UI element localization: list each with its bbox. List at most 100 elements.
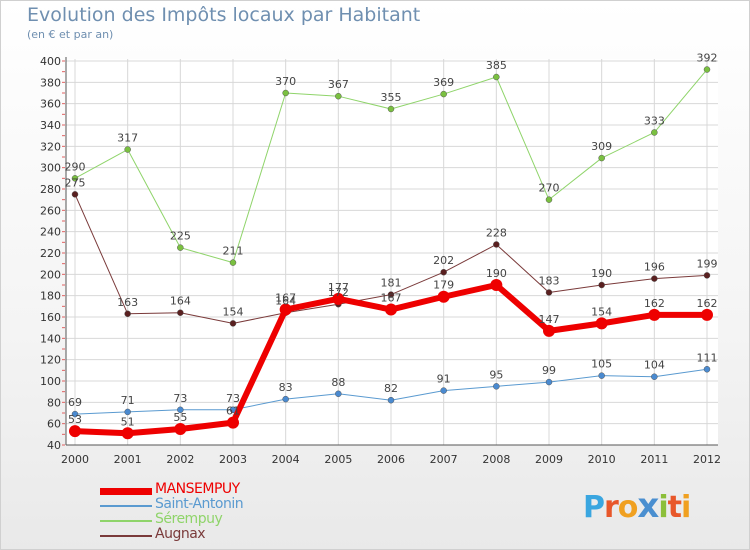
data-label-augnax: 164: [275, 295, 296, 308]
data-label-augnax: 202: [433, 254, 454, 267]
data-label-s-rempuy: 355: [381, 91, 402, 104]
y-tick-label: 220: [40, 247, 61, 260]
data-label-saint-antonin: 83: [279, 381, 293, 394]
data-point-s-rempuy: [703, 66, 711, 73]
data-point-saint-antonin: [177, 406, 184, 414]
x-tick-label: 2002: [166, 453, 194, 466]
data-label-augnax: 228: [486, 226, 507, 239]
data-label-mansempuy: 179: [433, 279, 454, 292]
y-tick-label: 340: [40, 119, 61, 132]
data-point-s-rempuy: [440, 90, 447, 98]
data-point-augnax: [598, 281, 605, 289]
data-label-saint-antonin: 111: [697, 351, 718, 364]
data-point-mansempuy: [543, 324, 555, 337]
data-point-saint-antonin: [124, 408, 131, 416]
data-label-augnax: 154: [223, 305, 244, 318]
data-label-saint-antonin: 99: [542, 364, 556, 377]
data-label-augnax: 164: [170, 295, 191, 308]
x-tick-label: 2009: [535, 453, 563, 466]
axes: 40 60 80 100 120 140 160 180 200 220 240 260 280 300 3…: [40, 55, 721, 466]
data-point-augnax: [440, 268, 447, 276]
legend-label: MANSEMPUY: [155, 481, 240, 497]
y-tick-label: 60: [47, 418, 61, 431]
data-label-mansempuy: 190: [486, 267, 507, 280]
legend-label: Augnax: [155, 526, 206, 542]
x-tick-label: 2011: [640, 453, 668, 466]
data-point-mansempuy: [385, 303, 397, 316]
data-point-mansempuy: [227, 416, 239, 429]
logo-letter: o: [617, 490, 639, 525]
y-tick-label: 80: [47, 396, 61, 409]
data-point-saint-antonin: [545, 378, 553, 386]
y-tick-label: 160: [40, 311, 61, 324]
proxiti-logo: Proxiti: [583, 486, 691, 526]
data-label-s-rempuy: 367: [328, 78, 349, 91]
data-label-mansempuy: 162: [644, 297, 665, 310]
y-tick-label: 140: [40, 332, 61, 345]
data-point-mansempuy: [595, 317, 608, 330]
y-tick-label: 360: [40, 98, 61, 111]
data-point-augnax: [124, 310, 131, 318]
data-point-mansempuy: [121, 427, 134, 440]
data-point-mansempuy: [174, 423, 187, 435]
data-point-mansempuy: [279, 303, 292, 316]
data-label-saint-antonin: 73: [226, 392, 240, 405]
data-label-s-rempuy: 270: [539, 182, 560, 195]
y-tick-label: 300: [40, 162, 61, 175]
data-point-s-rempuy: [335, 92, 342, 100]
data-label-mansempuy: 162: [697, 297, 718, 310]
y-tick-label: 40: [47, 439, 61, 452]
data-labels: 290 317 225 211 370 367 355 369 385 270 309 333 392 2…: [65, 52, 718, 429]
x-tick-label: 2012: [693, 453, 721, 466]
data-label-augnax: 172: [328, 286, 349, 299]
y-tick-label: 240: [40, 226, 61, 239]
y-tick-label: 400: [40, 55, 61, 68]
chart-title: Evolution des Impôts locaux par Habitant: [27, 4, 421, 26]
y-tick-label: 320: [40, 140, 61, 153]
logo-letter: x: [637, 486, 659, 526]
data-label-saint-antonin: 69: [68, 396, 82, 409]
data-label-s-rempuy: 369: [433, 76, 454, 89]
data-label-mansempuy: 53: [68, 413, 82, 426]
data-point-augnax: [703, 272, 711, 279]
data-label-s-rempuy: 385: [486, 59, 507, 72]
data-label-s-rempuy: 290: [65, 160, 86, 173]
data-point-mansempuy: [648, 308, 661, 321]
data-label-augnax: 196: [644, 261, 665, 274]
grid: [66, 59, 718, 446]
legend-swatch: [100, 520, 152, 522]
y-tick-label: 380: [40, 76, 61, 89]
data-label-s-rempuy: 370: [275, 75, 296, 88]
series-layer: [69, 66, 713, 440]
data-label-saint-antonin: 73: [173, 392, 187, 405]
data-point-s-rempuy: [493, 73, 500, 81]
chart-subtitle: (en € et par an): [27, 28, 114, 41]
data-label-saint-antonin: 95: [489, 368, 503, 381]
data-point-augnax: [545, 289, 553, 296]
data-point-saint-antonin: [71, 410, 79, 418]
y-tick-label: 120: [40, 354, 61, 367]
data-label-mansempuy: 51: [121, 415, 135, 428]
data-label-s-rempuy: 333: [644, 114, 665, 127]
data-point-s-rempuy: [71, 175, 79, 182]
data-point-saint-antonin: [282, 395, 289, 403]
data-label-s-rempuy: 317: [117, 132, 138, 145]
data-label-saint-antonin: 91: [437, 373, 451, 386]
data-point-augnax: [651, 275, 658, 282]
data-point-mansempuy: [332, 292, 345, 305]
data-label-augnax: 181: [381, 277, 402, 290]
data-point-s-rempuy: [282, 89, 289, 97]
data-point-saint-antonin: [493, 383, 500, 390]
y-tick-label: 260: [40, 204, 61, 217]
logo-letter: i: [681, 490, 691, 525]
data-label-saint-antonin: 88: [331, 376, 345, 389]
data-point-mansempuy: [490, 279, 503, 291]
data-label-mansempuy: 147: [539, 313, 560, 326]
data-label-saint-antonin: 82: [384, 382, 398, 395]
data-label-augnax: 275: [65, 176, 86, 189]
data-point-s-rempuy: [229, 259, 237, 266]
legend-swatch: [100, 535, 152, 537]
x-tick-label: 2007: [430, 453, 458, 466]
data-point-mansempuy: [69, 425, 81, 438]
data-label-s-rempuy: 211: [223, 245, 244, 258]
